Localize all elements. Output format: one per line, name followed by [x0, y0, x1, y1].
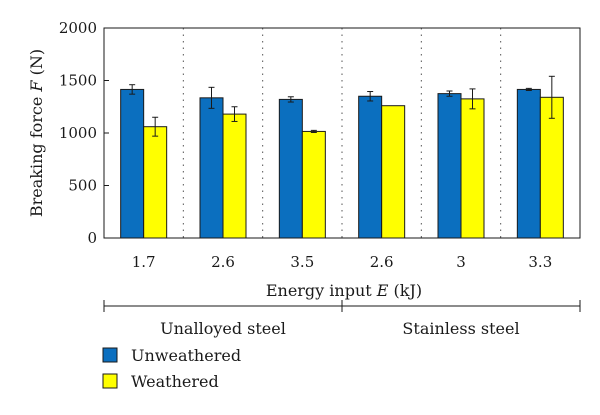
- legend: Unweathered Weathered: [102, 346, 241, 391]
- y-axis-title: Breaking force F (N): [27, 49, 46, 217]
- y-tick-label: 0: [87, 229, 97, 247]
- x-tick-label: 3.3: [528, 253, 552, 271]
- bar-weathered: [143, 126, 168, 239]
- bar-unweathered: [358, 95, 383, 239]
- y-tick-label: 1500: [59, 72, 97, 90]
- bar-weathered: [222, 113, 247, 239]
- bar-weathered: [381, 105, 406, 239]
- legend-swatch: [102, 373, 118, 389]
- x-tick-label: 3.5: [290, 253, 314, 271]
- bar-unweathered: [120, 88, 145, 239]
- group-label: Unalloyed steel: [160, 319, 286, 338]
- bar-unweathered: [437, 93, 462, 239]
- y-tick-label: 2000: [59, 19, 97, 37]
- legend-swatch: [102, 347, 118, 363]
- label-layer: 0 500 1000 1500 2000 1.7 2.6 3.5 2.6 3 3.3 Energy i…: [27, 19, 552, 338]
- bar-unweathered: [199, 97, 224, 239]
- x-tick-label: 1.7: [132, 253, 156, 271]
- bar-weathered: [460, 98, 485, 239]
- group-label: Stainless steel: [402, 319, 519, 338]
- axis-layer: [103, 27, 581, 312]
- bar-weathered: [301, 130, 326, 239]
- y-tick-label: 500: [68, 177, 97, 195]
- x-tick-label: 3: [456, 253, 466, 271]
- bar-unweathered: [278, 98, 303, 239]
- grid-layer: [182, 28, 502, 238]
- x-axis-title: Energy input E (kJ): [266, 281, 422, 300]
- bar-unweathered: [516, 88, 541, 239]
- bar-layer: [120, 75, 564, 239]
- y-tick-label: 1000: [59, 124, 97, 142]
- legend-label: Unweathered: [131, 346, 241, 365]
- x-tick-label: 2.6: [211, 253, 235, 271]
- legend-label: Weathered: [131, 372, 219, 391]
- x-tick-label: 2.6: [370, 253, 394, 271]
